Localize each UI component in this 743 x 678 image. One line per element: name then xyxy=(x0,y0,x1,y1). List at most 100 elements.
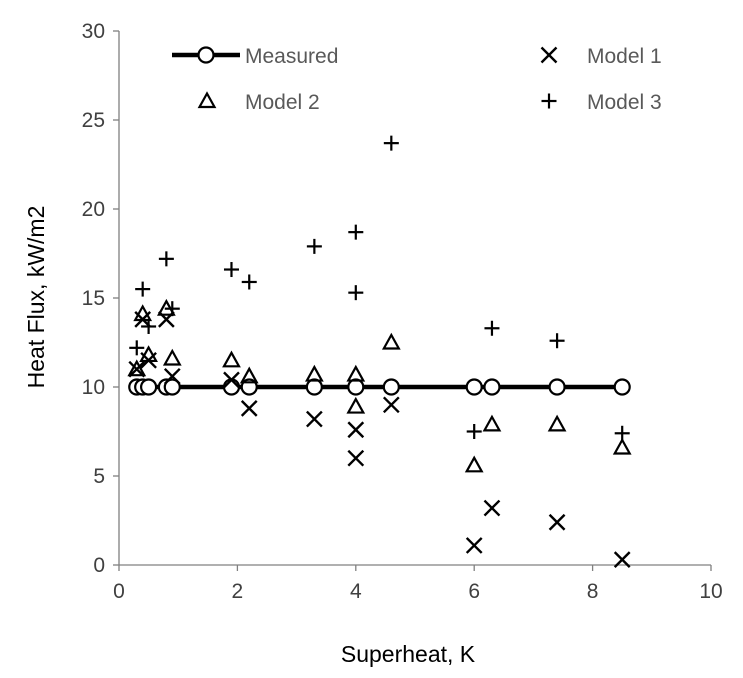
x-tick-label: 6 xyxy=(468,580,480,603)
legend-label: Model 3 xyxy=(587,91,662,114)
marker-x-stroke xyxy=(306,410,323,428)
model-3-point xyxy=(348,285,364,301)
legend-marker xyxy=(197,91,217,109)
marker-circle xyxy=(305,378,323,396)
model-1-point xyxy=(613,551,631,569)
model-2-point xyxy=(482,414,502,432)
x-tick-label: 0 xyxy=(113,580,125,603)
marker-x-stroke xyxy=(613,551,631,569)
marker-triangle xyxy=(222,350,241,368)
marker-x-stroke xyxy=(483,499,501,517)
marker-triangle xyxy=(197,91,217,109)
marker-circle xyxy=(222,378,241,396)
marker-triangle xyxy=(162,348,182,366)
marker-circle xyxy=(465,378,483,396)
model-2-point xyxy=(346,396,366,414)
measured-point xyxy=(382,378,400,396)
model-3-point xyxy=(383,135,399,151)
model-1-point xyxy=(483,499,501,517)
marker-triangle xyxy=(612,437,632,455)
marker-triangle xyxy=(381,332,401,350)
model-1-point xyxy=(347,449,365,467)
model-2-point xyxy=(612,437,632,455)
model-3-point xyxy=(129,340,145,356)
marker-triangle xyxy=(547,414,567,432)
marker-x-stroke xyxy=(465,537,483,554)
marker-x-stroke xyxy=(240,400,258,417)
legend-marker xyxy=(540,46,558,64)
measured-point xyxy=(163,378,181,396)
marker-circle xyxy=(197,46,215,64)
measured-point xyxy=(548,378,566,396)
y-tick-label: 20 xyxy=(82,198,105,221)
marker-triangle xyxy=(346,364,366,382)
marker-x-stroke xyxy=(347,421,365,439)
legend: Measured Model 1 Model 2 Model 3 xyxy=(172,45,662,114)
measured-point xyxy=(305,378,323,396)
model-3-point xyxy=(141,318,157,334)
x-axis-title: Superheat, K xyxy=(341,641,476,667)
x-tick-label: 8 xyxy=(587,580,599,603)
marker-triangle xyxy=(346,396,366,414)
marker-circle xyxy=(163,378,181,396)
marker-circle xyxy=(140,378,158,396)
legend-item-measured: Measured xyxy=(172,45,338,68)
marker-triangle xyxy=(464,455,484,473)
legend-marker xyxy=(541,93,557,109)
marker-circle xyxy=(382,378,400,396)
y-axis-title: Heat Flux, kW/m2 xyxy=(23,206,49,389)
marker-x-stroke xyxy=(382,396,400,414)
measured-point xyxy=(140,378,158,396)
marker-x-stroke xyxy=(540,46,558,64)
marker-triangle xyxy=(304,364,324,382)
axes xyxy=(113,30,712,571)
y-tick-label: 10 xyxy=(82,376,105,399)
y-tick-label: 0 xyxy=(93,554,105,577)
marker-x-stroke xyxy=(548,513,566,531)
model-1-point xyxy=(240,400,258,417)
x-tick-label: 2 xyxy=(232,580,244,603)
measured-point xyxy=(483,378,501,396)
model-2-point xyxy=(239,366,259,384)
measured-point xyxy=(613,378,631,396)
model-1-point xyxy=(223,371,240,389)
model-1-point xyxy=(163,367,181,385)
marker-triangle xyxy=(139,345,158,363)
marker-circle xyxy=(548,378,566,396)
model-2-point xyxy=(162,348,182,366)
measured-point xyxy=(347,378,365,396)
legend-marker xyxy=(197,46,215,64)
marker-triangle xyxy=(127,359,147,377)
model-3-point xyxy=(158,251,174,267)
y-tick-label: 30 xyxy=(82,20,105,43)
legend-label: Model 1 xyxy=(587,45,662,68)
model-3-point xyxy=(135,281,151,297)
model-2-point xyxy=(139,345,158,363)
model-2-point xyxy=(127,359,147,377)
model-2-point xyxy=(133,304,153,322)
marker-x-stroke xyxy=(347,449,365,467)
x-tick-label: 4 xyxy=(350,580,362,603)
measured-point xyxy=(222,378,241,396)
model-1-point xyxy=(306,410,323,428)
model-1-point xyxy=(347,421,365,439)
marker-triangle xyxy=(133,304,153,322)
legend-label: Measured xyxy=(245,45,338,68)
y-tick-label: 25 xyxy=(82,109,105,132)
legend-item-model-2: Model 2 xyxy=(197,91,320,114)
model-1-point xyxy=(465,537,483,554)
model-2-point xyxy=(381,332,401,350)
legend-label: Model 2 xyxy=(245,91,320,114)
marker-circle xyxy=(483,378,501,396)
model-2-point xyxy=(222,350,241,368)
model-3-point xyxy=(306,238,322,254)
model-3-point xyxy=(241,274,257,290)
legend-item-model-1: Model 1 xyxy=(540,45,662,68)
model-2-point xyxy=(304,364,324,382)
y-tick-label: 5 xyxy=(93,465,105,488)
model-3-point xyxy=(223,262,239,278)
marker-x-stroke xyxy=(223,371,240,389)
marker-triangle xyxy=(482,414,502,432)
model-3-point xyxy=(549,333,565,349)
model-3-point xyxy=(466,424,482,439)
